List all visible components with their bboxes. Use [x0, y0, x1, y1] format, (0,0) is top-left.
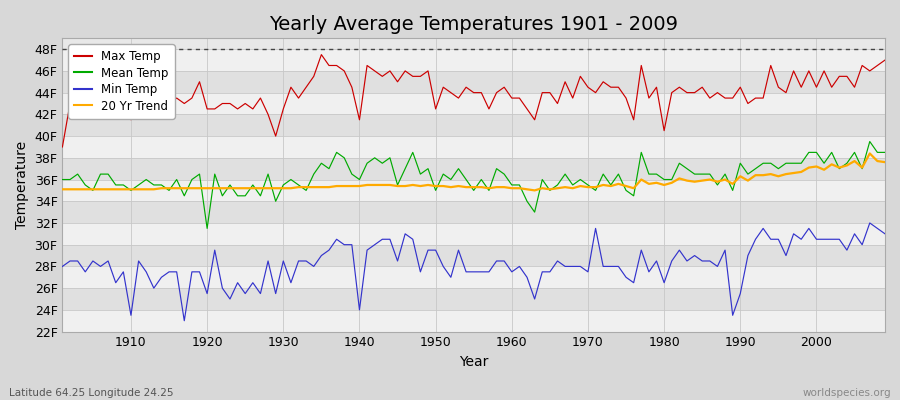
Text: Latitude 64.25 Longitude 24.25: Latitude 64.25 Longitude 24.25 — [9, 388, 174, 398]
Bar — [62, 180, 885, 201]
Bar — [62, 245, 885, 266]
Bar — [62, 71, 885, 93]
Bar — [62, 93, 885, 114]
Bar — [62, 49, 885, 71]
Bar — [62, 288, 885, 310]
Title: Yearly Average Temperatures 1901 - 2009: Yearly Average Temperatures 1901 - 2009 — [269, 15, 679, 34]
Bar — [62, 266, 885, 288]
Text: worldspecies.org: worldspecies.org — [803, 388, 891, 398]
Y-axis label: Temperature: Temperature — [15, 141, 29, 229]
Bar — [62, 223, 885, 245]
Legend: Max Temp, Mean Temp, Min Temp, 20 Yr Trend: Max Temp, Mean Temp, Min Temp, 20 Yr Tre… — [68, 44, 175, 119]
Bar — [62, 310, 885, 332]
Bar — [62, 114, 885, 136]
X-axis label: Year: Year — [459, 355, 489, 369]
Bar — [62, 201, 885, 223]
Bar — [62, 136, 885, 158]
Bar — [62, 158, 885, 180]
